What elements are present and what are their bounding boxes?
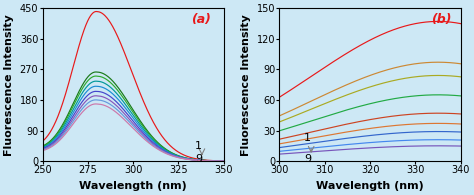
- X-axis label: Wavelength (nm): Wavelength (nm): [79, 181, 187, 191]
- Text: (a): (a): [191, 13, 211, 26]
- Text: 9: 9: [304, 154, 311, 164]
- Y-axis label: Fluorescence Intensity: Fluorescence Intensity: [4, 14, 14, 156]
- Y-axis label: Fluorescence Intensity: Fluorescence Intensity: [241, 14, 251, 156]
- Text: 1: 1: [195, 141, 202, 151]
- Text: (b): (b): [431, 13, 452, 26]
- Text: 1: 1: [304, 133, 311, 143]
- Text: 9: 9: [195, 154, 202, 164]
- X-axis label: Wavelength (nm): Wavelength (nm): [316, 181, 424, 191]
